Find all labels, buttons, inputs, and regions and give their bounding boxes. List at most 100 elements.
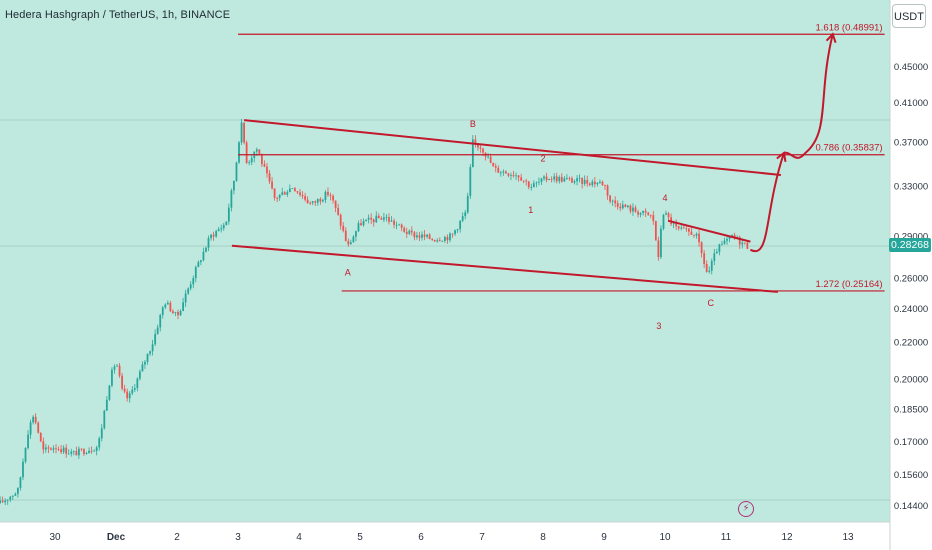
y-tick-label: 0.33000 xyxy=(894,181,928,192)
candle-body xyxy=(342,225,345,231)
candle-body xyxy=(680,227,683,229)
candle-body xyxy=(449,233,451,241)
candle-body xyxy=(311,201,314,203)
candle-body xyxy=(88,450,90,454)
candle-body xyxy=(649,214,652,216)
candle-body xyxy=(93,450,96,452)
candle-body xyxy=(85,453,88,454)
fib-level-label: 0.786 (0.35837) xyxy=(816,143,883,154)
candle-body xyxy=(428,234,431,239)
candle-body xyxy=(62,447,65,453)
candle-body xyxy=(540,178,543,182)
candle-body xyxy=(553,176,556,180)
candle-body xyxy=(32,416,35,423)
candle-body xyxy=(565,178,568,179)
candle-body xyxy=(365,219,367,222)
candle-body xyxy=(637,211,639,215)
candle-body xyxy=(14,493,17,496)
candle-body xyxy=(60,449,62,453)
candle-body xyxy=(543,176,545,179)
candle-body xyxy=(329,194,332,196)
y-tick-label: 0.18500 xyxy=(894,404,928,415)
candle-body xyxy=(250,157,253,163)
candle-body xyxy=(652,215,655,221)
candle-body xyxy=(357,223,360,232)
candle-body xyxy=(238,142,240,163)
candle-body xyxy=(413,232,416,238)
candle-body xyxy=(314,201,317,203)
candle-body xyxy=(50,448,52,450)
candle-body xyxy=(278,194,281,198)
candle-body xyxy=(327,191,329,195)
candle-body xyxy=(321,200,324,202)
y-tick-label: 0.29000 xyxy=(894,231,928,242)
candle-body xyxy=(746,242,749,249)
candle-body xyxy=(260,155,263,165)
candle-body xyxy=(0,500,2,504)
candle-body xyxy=(558,176,561,182)
candle-body xyxy=(202,251,205,261)
lightning-bolt-icon[interactable]: ⚡ xyxy=(738,501,754,517)
candle-body xyxy=(19,477,22,489)
candle-body xyxy=(535,182,538,184)
candle-body xyxy=(42,441,45,450)
candle-body xyxy=(187,288,190,294)
candle-body xyxy=(207,238,210,248)
y-tick-label: 0.15600 xyxy=(894,470,928,481)
y-tick-label: 0.17000 xyxy=(894,437,928,448)
candle-body xyxy=(708,270,711,272)
candle-body xyxy=(222,225,225,229)
candle-body xyxy=(149,351,151,354)
candle-body xyxy=(151,344,154,352)
candle-body xyxy=(489,156,492,164)
candle-body xyxy=(22,461,24,478)
candle-body xyxy=(662,214,665,229)
candle-body xyxy=(273,188,276,198)
candle-body xyxy=(128,393,131,399)
candle-body xyxy=(192,278,195,285)
candle-body xyxy=(116,365,118,367)
candle-body xyxy=(677,226,680,229)
candle-body xyxy=(382,217,385,220)
candle-body xyxy=(131,389,134,394)
currency-button[interactable]: USDT xyxy=(892,4,926,28)
candle-body xyxy=(456,229,459,231)
candle-body xyxy=(240,122,243,143)
candle-body xyxy=(654,220,657,241)
candle-body xyxy=(393,220,395,225)
candle-body xyxy=(530,187,533,188)
y-tick-label: 0.45000 xyxy=(894,62,928,73)
candle-body xyxy=(560,176,563,182)
candle-body xyxy=(90,450,93,452)
candle-body xyxy=(217,229,220,232)
candle-body xyxy=(70,451,73,454)
candle-body xyxy=(464,212,467,217)
candle-body xyxy=(16,488,19,494)
candle-body xyxy=(433,240,436,242)
candle-body xyxy=(337,207,340,215)
candle-body xyxy=(370,217,373,220)
candle-body xyxy=(586,179,589,184)
candle-body xyxy=(436,240,439,242)
candle-body xyxy=(454,230,456,234)
candle-body xyxy=(121,375,123,389)
arrowhead xyxy=(825,32,837,44)
candle-body xyxy=(37,422,40,433)
candle-body xyxy=(593,181,596,185)
candle-body xyxy=(639,212,642,215)
candle-body xyxy=(571,178,573,183)
candle-body xyxy=(235,162,238,181)
candle-body xyxy=(466,195,469,213)
candle-body xyxy=(606,185,609,196)
candle-body xyxy=(6,499,9,501)
candle-body xyxy=(169,302,172,312)
candle-body xyxy=(1,500,4,503)
candle-body xyxy=(502,171,505,173)
candle-body xyxy=(294,188,296,192)
candle-body xyxy=(197,262,200,268)
candle-body xyxy=(332,195,334,201)
candle-body xyxy=(568,178,571,179)
candle-body xyxy=(184,293,187,303)
